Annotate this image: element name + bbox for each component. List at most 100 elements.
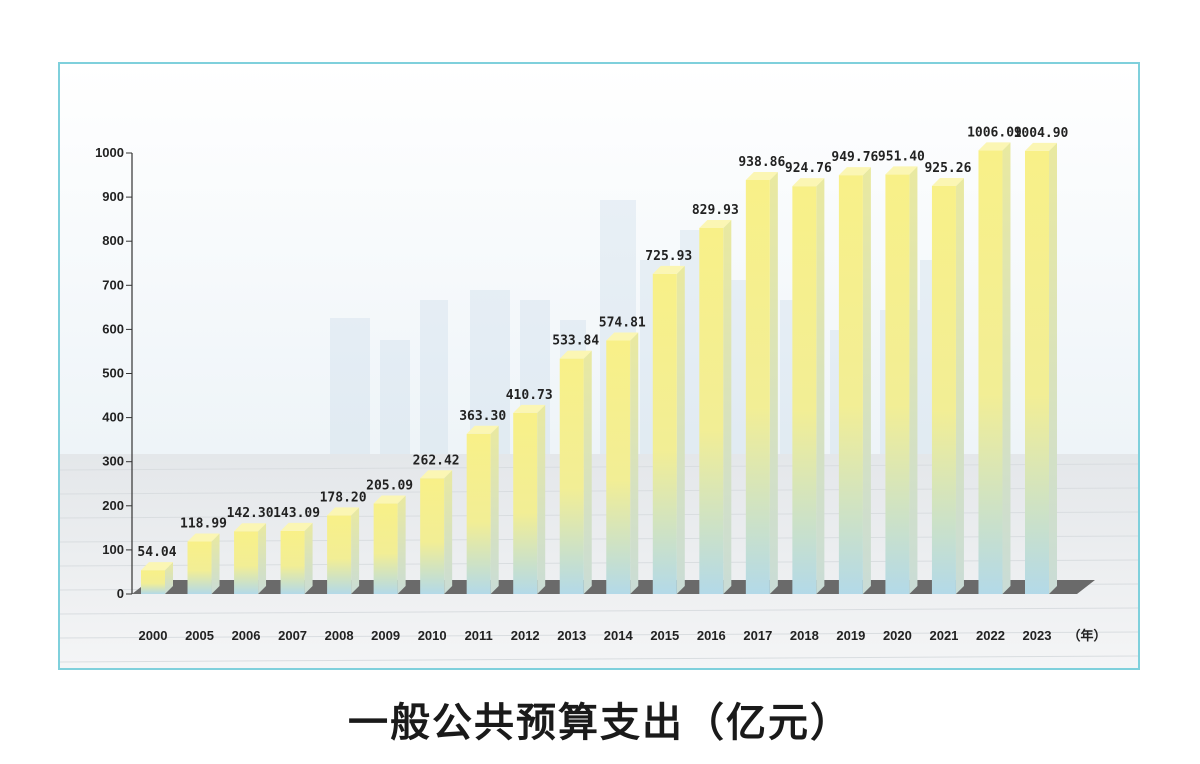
value-label: 924.76 [785, 161, 832, 176]
value-label: 118.99 [180, 517, 227, 532]
bar-side [211, 533, 220, 594]
y-tick-label: 900 [102, 189, 124, 204]
y-tick-label: 0 [117, 586, 124, 601]
bar-top [234, 523, 267, 532]
bar-side [537, 404, 546, 594]
bar-side [955, 177, 964, 595]
bar-top [466, 425, 499, 434]
y-tick-label: 1000 [95, 145, 124, 160]
value-label: 725.93 [645, 249, 692, 264]
bar [420, 470, 453, 594]
x-tick-label: 2010 [418, 628, 447, 643]
x-axis-unit: （年） [1067, 628, 1106, 643]
y-tick-label: 300 [102, 454, 124, 469]
y-tick-label: 100 [102, 542, 124, 557]
city-building [330, 318, 370, 454]
x-tick-label: 2012 [511, 628, 540, 643]
x-tick-label: 2023 [1023, 628, 1052, 643]
bar-top [606, 332, 639, 341]
value-label: 951.40 [878, 149, 925, 164]
y-tick-label: 600 [102, 321, 124, 336]
bar [234, 523, 267, 594]
bar-front [699, 228, 724, 595]
x-axis-labels: 2000 2005 2006 2007 2008 2009 2010 2011 2012 2013… [139, 628, 1107, 643]
value-label: 178.20 [320, 490, 367, 505]
value-label: 1004.90 [1014, 126, 1069, 141]
bar-front [745, 179, 770, 594]
value-label: 363.30 [459, 409, 506, 424]
bar-side [444, 470, 453, 594]
bar-top [885, 166, 918, 175]
bar-chart: 0 100 200 300 400 500 600 700 800 900 1000 54.04 11… [59, 64, 1139, 668]
floor-line [59, 631, 1139, 639]
x-tick-label: 2021 [929, 628, 958, 643]
bar [1025, 142, 1057, 594]
y-axis: 0 100 200 300 400 500 600 700 800 900 1000 [95, 145, 133, 601]
bar [280, 522, 313, 594]
bar-front [420, 478, 445, 594]
bar-side [909, 166, 918, 594]
x-tick-label: 2011 [465, 628, 493, 643]
value-label: 925.26 [924, 161, 971, 176]
bar-front [978, 150, 1003, 594]
bar-top [978, 142, 1011, 151]
x-tick-label: 2016 [697, 628, 726, 643]
value-label: 205.09 [366, 479, 413, 494]
y-tick-label: 400 [102, 410, 124, 425]
bar [187, 533, 220, 594]
x-tick-label: 2018 [790, 628, 819, 643]
y-tick-label: 700 [102, 277, 124, 292]
x-tick-label: 2022 [976, 628, 1005, 643]
x-tick-label: 2014 [604, 628, 634, 643]
bar [745, 171, 778, 594]
bar [885, 166, 918, 594]
bar [606, 332, 639, 594]
x-tick-label: 2013 [557, 628, 586, 643]
bar-front [838, 175, 863, 595]
bar [931, 177, 964, 595]
x-tick-label: 2007 [278, 628, 307, 643]
bar-front [792, 186, 817, 594]
bars [141, 142, 1057, 595]
sky-background [60, 64, 1138, 454]
value-label: 949.76 [831, 150, 878, 165]
bar-front [931, 185, 956, 595]
bar-side [304, 522, 313, 594]
bar-top [652, 265, 685, 274]
x-tick-label: 2008 [325, 628, 354, 643]
value-label: 829.93 [692, 203, 739, 218]
bar-top [513, 404, 546, 413]
x-tick-label: 2005 [185, 628, 214, 643]
bar-top [373, 495, 406, 504]
value-label: 1006.09 [967, 125, 1022, 140]
city-building [380, 340, 410, 454]
bar-side [816, 178, 825, 594]
bar-side [630, 332, 639, 594]
y-tick-label: 200 [102, 498, 124, 513]
bar-top [420, 470, 453, 479]
bar [652, 265, 685, 594]
backdrop [59, 64, 1139, 668]
value-label: 938.86 [738, 155, 785, 170]
bar-side [862, 167, 871, 595]
bar [792, 178, 825, 594]
x-tick-label: 2017 [743, 628, 772, 643]
bar-side [397, 495, 406, 594]
x-tick-label: 2020 [883, 628, 912, 643]
x-tick-label: 2006 [232, 628, 261, 643]
bar-front [885, 174, 910, 594]
bar-front [141, 570, 165, 594]
bar-side [769, 171, 778, 594]
bar-top [699, 220, 732, 229]
value-label: 143.09 [273, 506, 320, 521]
bar-front [234, 531, 259, 594]
bar-top [559, 350, 592, 359]
y-tick-label: 500 [102, 366, 124, 381]
value-label: 142.30 [227, 506, 274, 521]
bar-front [373, 503, 398, 594]
bar-top [1025, 142, 1057, 151]
bar-front [327, 515, 352, 594]
bar [327, 507, 360, 594]
bar-side [351, 507, 360, 594]
bar-top [838, 167, 871, 176]
